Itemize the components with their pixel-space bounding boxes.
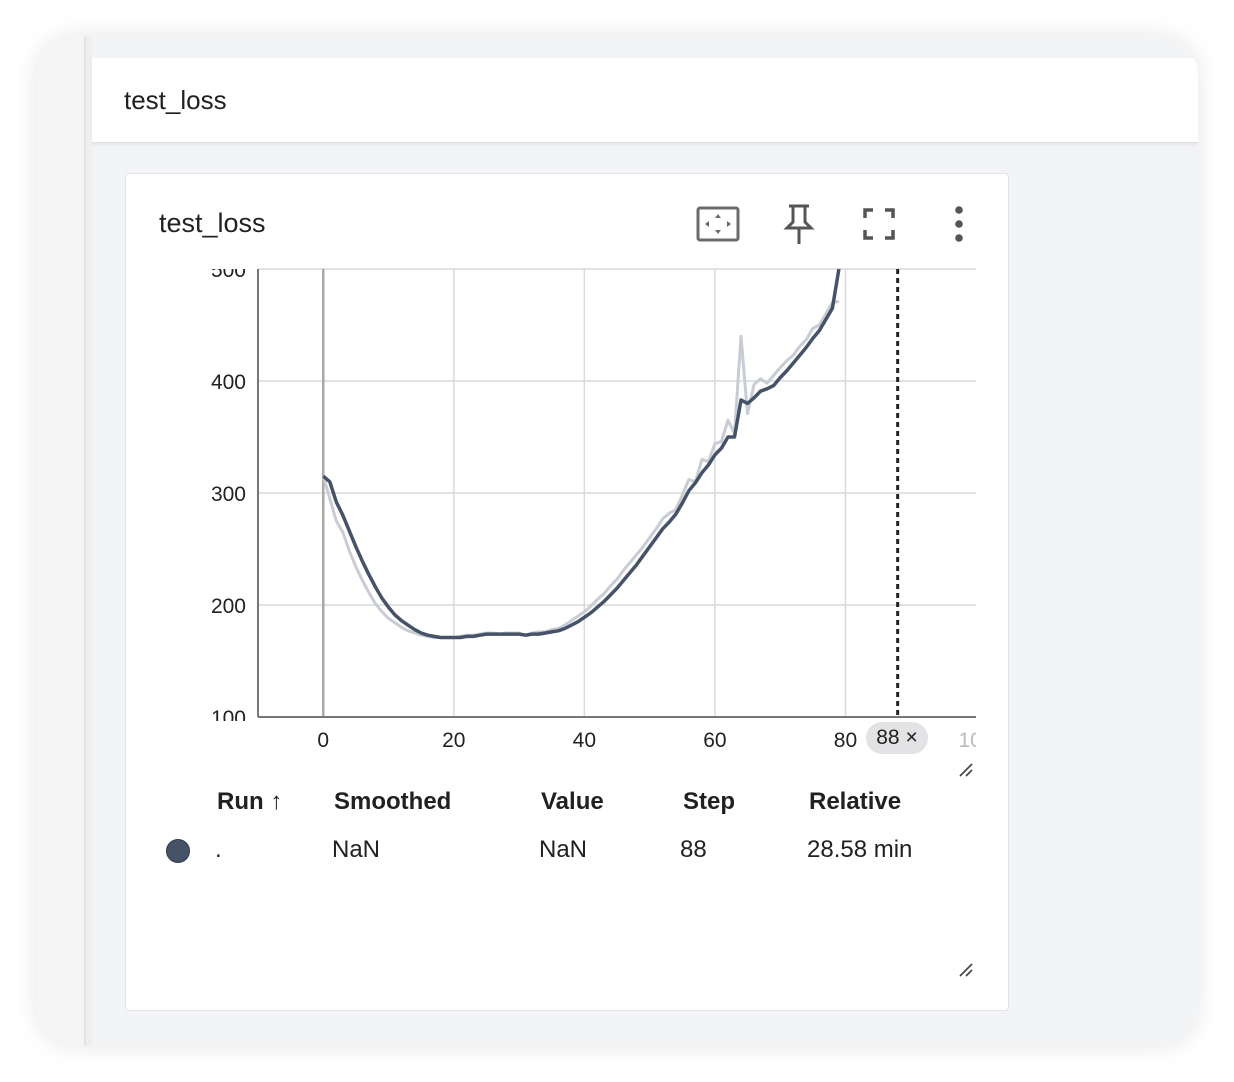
smoothed-series-line (322, 269, 841, 640)
step-chip-value: 88 (876, 726, 900, 749)
card-group-header[interactable]: test_loss (92, 58, 1198, 143)
close-icon[interactable]: × (905, 726, 918, 749)
fit-domain-button[interactable] (696, 202, 740, 246)
fit-domain-icon (696, 206, 740, 242)
x-tick-label: 20 (442, 729, 465, 752)
line-chart[interactable]: 100 200 300 400 500 0 20 40 60 80 100 (126, 174, 1008, 774)
column-header-value[interactable]: Value (541, 788, 604, 815)
y-tick-label: 500 (211, 259, 246, 282)
sidebar-divider[interactable] (86, 36, 92, 1046)
group-title: test_loss (124, 85, 227, 115)
y-tick-label: 400 (211, 371, 246, 394)
y-tick-label: 200 (211, 595, 246, 618)
left-sidebar (36, 36, 86, 1046)
x-tick-label: 60 (703, 729, 726, 752)
cell-relative: 28.58 min (807, 836, 913, 863)
cell-smoothed: NaN (332, 836, 381, 863)
x-tick-label: 40 (573, 729, 596, 752)
y-tick-label: 100 (211, 707, 246, 730)
column-header-relative[interactable]: Relative (809, 788, 902, 815)
app-window: test_loss test_loss (36, 36, 1198, 1046)
cell-value: NaN (539, 836, 588, 863)
x-tick-label: 80 (834, 729, 857, 752)
y-tick-label: 300 (211, 483, 246, 506)
fullscreen-button[interactable] (857, 202, 901, 246)
raw-series-line (321, 300, 840, 639)
step-selector-chip[interactable]: 88 × (866, 722, 928, 754)
card-title: test_loss (159, 208, 266, 238)
more-options-button[interactable] (937, 202, 981, 246)
column-header-step[interactable]: Step (683, 788, 736, 815)
resize-handle-icon[interactable] (958, 762, 974, 778)
x-tick-label: 0 (317, 729, 329, 752)
column-header-run[interactable]: Run ↑ (217, 788, 283, 815)
cell-run: . (215, 836, 222, 863)
pin-button[interactable] (777, 202, 821, 246)
more-vert-icon (955, 206, 963, 242)
fullscreen-icon (863, 208, 895, 240)
column-header-smoothed[interactable]: Smoothed (334, 788, 452, 815)
pin-icon (783, 204, 815, 244)
cell-step: 88 (680, 836, 707, 863)
x-tick-label: 100 (958, 729, 993, 752)
run-color-swatch[interactable] (166, 839, 190, 863)
scalar-card: test_loss (125, 173, 1009, 1011)
resize-handle-icon[interactable] (958, 962, 974, 978)
